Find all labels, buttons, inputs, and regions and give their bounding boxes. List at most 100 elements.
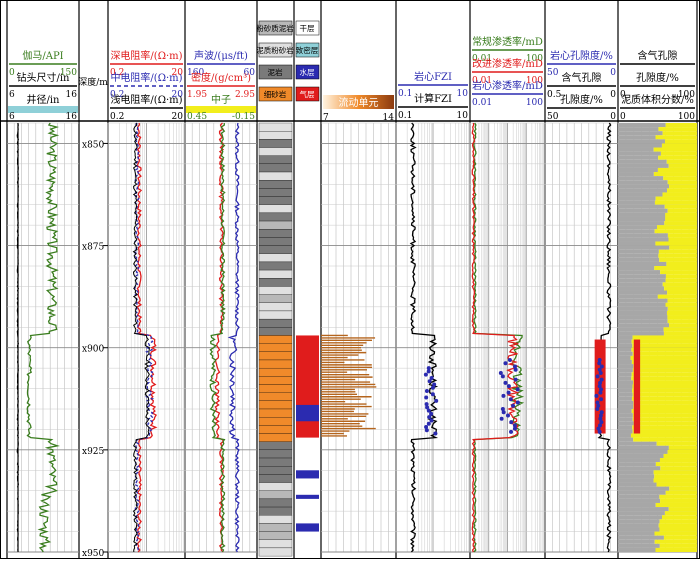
lithology-bed (258, 457, 293, 467)
core-perm-point (509, 420, 514, 425)
scale-max: 0 (610, 90, 616, 100)
lithology-bed (258, 147, 293, 156)
shale-volume (618, 306, 668, 311)
lithology-bed (258, 343, 293, 352)
shale-volume (618, 123, 666, 128)
shale-volume (618, 359, 632, 365)
legend-name: 孔隙度/% (636, 71, 679, 84)
sand-volume (663, 176, 697, 181)
core-porosity-point (599, 377, 604, 382)
sand-volume (660, 498, 697, 503)
sand-volume (661, 515, 697, 520)
shale-volume (618, 478, 654, 483)
shale-volume (618, 543, 660, 548)
core-fzi-point (426, 366, 431, 371)
sand-volume (630, 433, 697, 438)
sand-volume (653, 147, 697, 152)
sand-volume (633, 421, 697, 426)
sand-volume (663, 331, 697, 336)
legend-name: 中子 (211, 93, 231, 106)
sand-volume (668, 237, 697, 242)
scale-min: 0.1 (398, 89, 412, 99)
lithology-label: 泥岩 (268, 67, 283, 77)
shale-volume (618, 323, 670, 328)
scale-max: 20 (172, 90, 184, 100)
interp-swatch (295, 86, 320, 102)
scale-min: 7 (323, 113, 329, 123)
shale-volume (618, 266, 655, 271)
calc-fzi-curve (409, 122, 439, 553)
core-fzi-point (424, 402, 429, 407)
lithology-bed (258, 474, 293, 483)
sand-volume (658, 155, 697, 160)
core-perm-point (512, 423, 517, 428)
legend-name: 伽马/API (22, 49, 63, 62)
shale-volume (618, 531, 655, 536)
shale-volume (618, 176, 664, 181)
sand-volume (668, 507, 697, 512)
shale-volume (618, 482, 657, 487)
shale-volume (618, 319, 668, 324)
sand-volume (669, 245, 697, 250)
shale-volume (618, 466, 661, 471)
lithology-swatch (258, 42, 293, 58)
lithology-bed (258, 327, 293, 336)
core-fzi-point (424, 389, 429, 394)
lithology-bed (258, 506, 293, 516)
lithology-bed (258, 139, 293, 148)
core-perm-point (506, 384, 511, 389)
core-fzi-point (433, 431, 438, 436)
core-fzi-point (434, 398, 439, 403)
core-porosity-point (599, 364, 604, 369)
core-perm-point (499, 416, 504, 421)
shale-volume (618, 486, 670, 491)
shale-volume (618, 310, 667, 316)
sand-volume (632, 343, 697, 348)
lithology-bed (258, 131, 293, 140)
shale-volume (618, 384, 633, 389)
lithology-bed (258, 466, 293, 475)
shale-volume (618, 237, 669, 242)
core-perm-point (501, 410, 506, 415)
sand-volume (664, 511, 697, 516)
shale-volume (618, 396, 632, 401)
sand-volume (664, 286, 697, 291)
shale-volume (618, 274, 666, 279)
shale-volume (618, 433, 631, 438)
core-fzi-point (426, 369, 431, 374)
legend-name: 改进渗透率/mD (472, 57, 543, 70)
sonic-curve (227, 122, 240, 553)
sand-volume (655, 462, 697, 467)
legend-name: 钻头尺寸/in (16, 71, 70, 84)
core-perm-point (498, 371, 503, 376)
lithology-bed (258, 180, 293, 189)
lithology-bed (258, 212, 293, 222)
lithology-bed (258, 515, 293, 524)
lithology-bed (258, 188, 293, 197)
sand-volume (658, 249, 697, 254)
scale-min: 0.01 (472, 98, 492, 108)
shale-volume (618, 404, 634, 409)
scale-min: 0.1 (398, 111, 412, 121)
depth-label: x850 (82, 140, 105, 150)
legend-name: 声波/(μs/ft) (194, 49, 248, 62)
interp-label: 致密层 (296, 45, 319, 55)
lithology-bed (258, 229, 293, 238)
neutron-curve (209, 122, 226, 553)
shale-volume (618, 147, 654, 152)
lithology-bed (258, 163, 293, 173)
shale-volume (618, 249, 659, 254)
sand-volume (659, 458, 697, 463)
lithology-bed (258, 318, 293, 328)
core-porosity-point (598, 423, 603, 428)
legend-name: 常规渗透率/mD (472, 35, 543, 48)
sand-volume (632, 388, 697, 393)
sand-volume (655, 196, 697, 201)
shale-volume (618, 347, 632, 352)
shale-volume (618, 290, 668, 295)
lithology-bed (258, 425, 293, 434)
sand-volume (658, 127, 697, 132)
core-porosity-point (598, 416, 603, 421)
legend-name: 浅电阻率/(Ω·m) (110, 93, 182, 106)
depth-label: x875 (82, 243, 105, 253)
